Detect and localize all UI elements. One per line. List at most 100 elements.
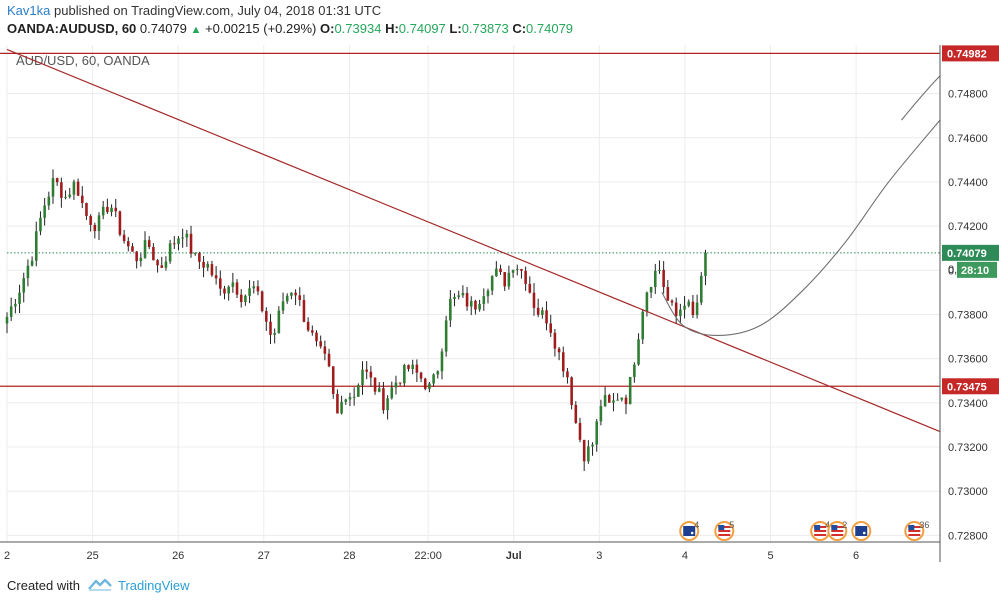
candle-down <box>294 292 297 296</box>
candle-down <box>398 382 402 384</box>
candle-up <box>428 383 431 389</box>
candle-down <box>89 215 92 225</box>
candle-down <box>566 371 569 378</box>
low-label: L: <box>449 21 462 36</box>
candle-down <box>60 182 63 198</box>
candles <box>5 169 707 472</box>
us-event-marker[interactable]: 2 <box>827 520 847 541</box>
candle-down <box>532 292 536 308</box>
candle-down <box>223 288 226 294</box>
x-tick-label: 22:00 <box>414 550 442 562</box>
candle-down <box>239 294 243 302</box>
x-tick-label: 5 <box>767 550 773 562</box>
us-event-marker[interactable]: 5 <box>714 520 734 541</box>
event-count: 4 <box>694 520 699 530</box>
flag-stripe <box>831 530 844 532</box>
candle-up <box>507 272 511 287</box>
candle-up <box>377 388 381 392</box>
y-tick-label: 0.74800 <box>948 89 988 101</box>
us-event-marker[interactable]: 36 <box>904 520 929 541</box>
candle-down <box>189 233 193 254</box>
candle-up <box>633 364 636 378</box>
x-tick-label: 27 <box>258 550 270 562</box>
y-tick-label: 0.74400 <box>948 177 988 189</box>
open-label: O: <box>320 21 335 36</box>
candle-down <box>302 299 306 322</box>
candle-up <box>704 252 707 276</box>
candle-up <box>281 301 285 311</box>
candle-down <box>503 272 506 287</box>
candle-up <box>185 233 189 238</box>
candle-up <box>101 206 105 216</box>
candle-up <box>344 399 348 402</box>
candle-up <box>47 196 51 206</box>
candle-up <box>515 269 519 271</box>
author-link[interactable]: Kav1ka <box>7 3 51 18</box>
candle-up <box>386 398 389 411</box>
event-count: 5 <box>729 520 734 530</box>
candle-down <box>415 364 419 373</box>
flag-canton <box>718 525 725 530</box>
candle-up <box>616 399 619 401</box>
candle-up <box>645 292 649 312</box>
flag-stripe <box>908 534 921 536</box>
candle-up <box>403 365 406 384</box>
projection-curve[interactable] <box>661 119 941 337</box>
candle-down <box>691 301 695 316</box>
candle-up <box>457 295 460 297</box>
candle-up <box>679 309 682 316</box>
candle-down <box>549 323 553 333</box>
candle-down <box>80 195 84 203</box>
candle-down <box>419 372 423 379</box>
candle-down <box>219 278 222 289</box>
countdown-tag: 28:10 <box>961 265 989 277</box>
candle-down <box>122 234 126 242</box>
candle-down <box>578 422 582 440</box>
candle-up <box>30 260 34 266</box>
candle-down <box>423 378 427 389</box>
candle-up <box>34 231 38 261</box>
candle-down <box>269 321 272 335</box>
candle-down <box>93 224 97 232</box>
y-tick-label: 0.74600 <box>948 133 988 145</box>
au-event-marker[interactable]: 4 <box>679 520 699 541</box>
candle-down <box>582 439 586 462</box>
candle-up <box>490 276 494 291</box>
candle-up <box>352 396 356 398</box>
candle-up <box>168 243 172 262</box>
candle-up <box>699 275 703 303</box>
x-tick-label: 6 <box>853 550 859 562</box>
flag-stripe <box>718 534 731 536</box>
candle-down <box>336 393 339 414</box>
candle-up <box>139 257 143 262</box>
candle-down <box>570 377 573 405</box>
candle-down <box>198 253 201 262</box>
candle-down <box>147 240 151 247</box>
tradingview-link[interactable]: TradingView <box>117 578 190 593</box>
candle-down <box>382 388 385 411</box>
candle-down <box>135 251 138 262</box>
event-count: 2 <box>842 520 847 530</box>
candle-up <box>432 374 435 384</box>
candle-up <box>227 286 230 294</box>
us-event-marker[interactable]: 4 <box>810 520 830 541</box>
descending-trendline[interactable] <box>6 48 941 433</box>
chart-area[interactable]: AUD/USD, 60, OANDA 4 5 4 2 36 0.72800 0.73000 0.… <box>0 45 999 568</box>
chart-title: AUD/USD, 60, OANDA <box>16 53 150 68</box>
au-event-marker[interactable] <box>851 521 872 541</box>
candle-up <box>9 306 13 317</box>
candle-up <box>181 237 184 239</box>
projection-stub[interactable] <box>901 75 941 121</box>
candle-down <box>202 261 205 268</box>
candle-down <box>524 270 527 284</box>
x-tick-label: 28 <box>343 550 355 562</box>
candle-down <box>210 264 214 276</box>
close-value: 0.74079 <box>526 21 574 36</box>
candle-down <box>624 397 628 405</box>
candle-up <box>461 293 465 296</box>
candle-up <box>340 401 343 414</box>
candle-up <box>277 310 281 333</box>
lower-level-tag: 0.73475 <box>947 381 987 393</box>
flag-canton <box>908 525 915 530</box>
